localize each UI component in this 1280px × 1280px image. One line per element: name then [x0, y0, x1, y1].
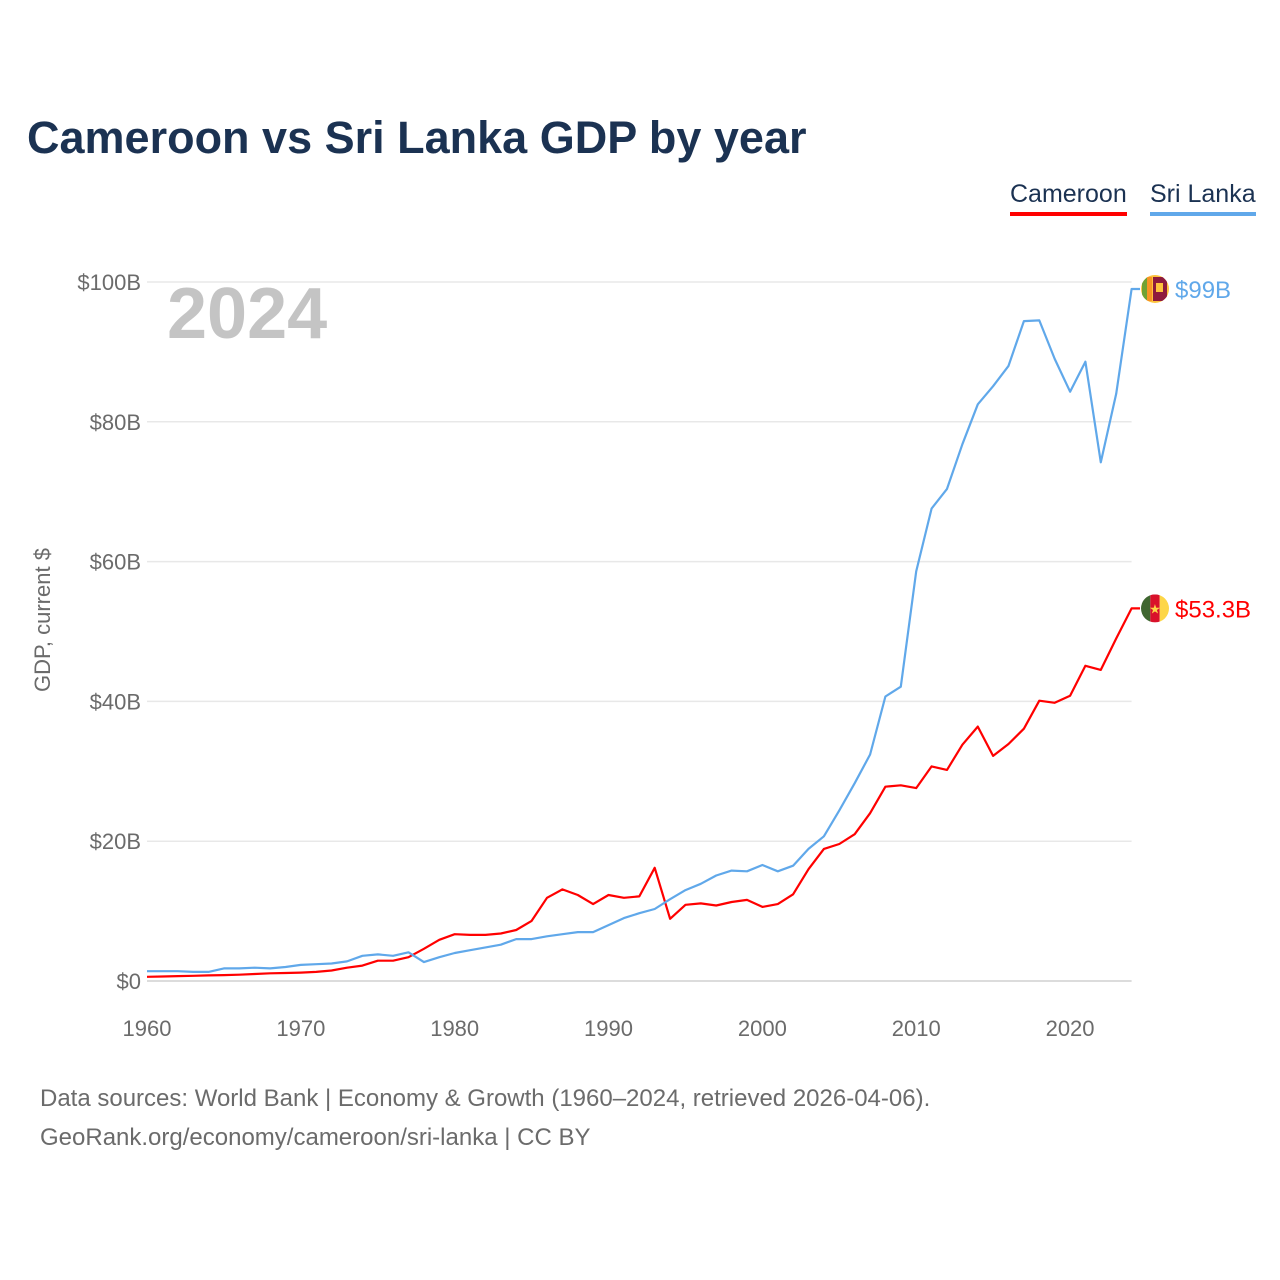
chart-title: Cameroon vs Sri Lanka GDP by year	[27, 112, 807, 163]
x-tick-label: 1990	[584, 1016, 633, 1041]
y-axis-label: GDP, current $	[30, 548, 55, 692]
legend-item-cameroon[interactable]: Cameroon	[1010, 180, 1127, 216]
end-value-label: $99B	[1175, 277, 1231, 304]
y-tick-label: $0	[117, 969, 141, 994]
flag-stripe	[1150, 594, 1160, 623]
y-tick-label: $100B	[77, 270, 141, 295]
year-watermark: 2024	[167, 274, 327, 354]
y-tick-label: $40B	[90, 689, 141, 714]
flag-stripe	[1159, 594, 1169, 623]
source-note: Data sources: World Bank | Economy & Gro…	[40, 1085, 931, 1112]
flag-stripe	[1142, 276, 1147, 301]
line-chart: $0 $20B $40B $60B $80B $100B 1960 1970 1980 1990 2…	[30, 270, 1251, 1041]
x-tick-label: 1970	[276, 1016, 325, 1041]
x-tick-label: 2010	[892, 1016, 941, 1041]
series-line-sri-lanka	[147, 287, 1140, 973]
y-tick-label: $20B	[90, 829, 141, 854]
flag	[1141, 274, 1169, 303]
x-tick-label: 1960	[123, 1016, 172, 1041]
sri-lanka-flag-icon	[1141, 274, 1169, 303]
flag: ★	[1141, 594, 1169, 623]
flag-stripe	[1141, 594, 1151, 623]
source-url: GeoRank.org/economy/cameroon/sri-lanka |…	[40, 1124, 591, 1151]
x-tick-label: 2000	[738, 1016, 787, 1041]
series-line-cameroon	[146, 607, 1140, 978]
x-tick-label: 1980	[430, 1016, 479, 1041]
flag-lion	[1156, 282, 1163, 292]
y-tick-label: $60B	[90, 550, 141, 575]
legend-item-sri-lanka[interactable]: Sri Lanka	[1150, 180, 1256, 216]
cameroon-flag-icon: ★	[1141, 594, 1169, 623]
x-tick-label: 2020	[1046, 1016, 1095, 1041]
end-value-label: $53.3B	[1175, 596, 1251, 623]
star-icon: ★	[1149, 601, 1161, 616]
y-tick-label: $80B	[90, 410, 141, 435]
flag-stripe	[1147, 276, 1152, 301]
